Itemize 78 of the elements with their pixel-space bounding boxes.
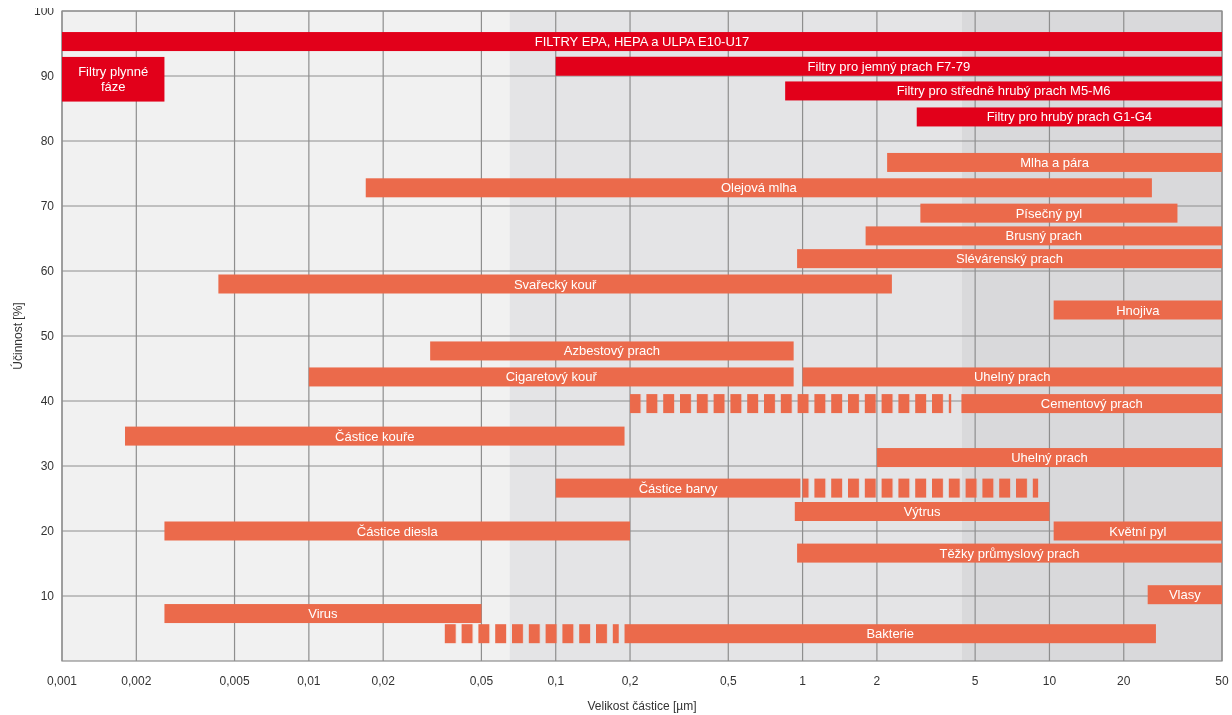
series-label: Mlha a pára	[1020, 154, 1090, 170]
y-tick-label: 80	[40, 134, 55, 148]
x-axis-title: Velikost částice [µm]	[587, 699, 697, 713]
bar	[125, 426, 625, 446]
bar	[865, 226, 1222, 246]
x-tick-label: 50	[1215, 674, 1229, 688]
series-label: Uhelný prach	[973, 369, 1051, 385]
bar	[430, 341, 794, 361]
series-label: Hnojiva	[1116, 302, 1161, 318]
bar	[961, 394, 1222, 414]
bar	[308, 367, 794, 387]
x-tick-label: 1	[799, 674, 807, 688]
x-tick-label: 0,02	[371, 674, 396, 688]
series-label: Výtrus	[903, 504, 942, 519]
x-tick-label: 10	[1042, 674, 1057, 688]
series-label: Bakterie	[866, 626, 915, 642]
y-tick-label: 90	[40, 69, 55, 83]
series-label: Azbestový prach	[563, 343, 660, 359]
bar	[802, 367, 1222, 387]
bar	[365, 178, 1152, 198]
y-axis-title: Účinnost [%]	[10, 302, 25, 370]
x-tick-label: 0,5	[719, 674, 737, 688]
series-label: Cementový prach	[1040, 396, 1143, 412]
x-tick-label: 0,05	[469, 674, 494, 688]
series-label: Brusný prach	[1005, 228, 1083, 244]
series-label: Filtry pro středně hrubý prach M5-M6	[896, 83, 1111, 99]
y-tick-label: 40	[40, 394, 55, 408]
bar	[876, 448, 1222, 468]
bar	[1053, 521, 1223, 541]
x-tick-label: 0,1	[547, 674, 565, 688]
bar	[555, 56, 1222, 76]
x-tick-label: 2	[873, 674, 881, 688]
series-label: Slévárenský prach	[956, 251, 1064, 267]
bar	[887, 152, 1222, 172]
x-tick-label: 5	[971, 674, 979, 688]
series-label: Vlasy	[1168, 587, 1202, 603]
y-tick-label: 30	[40, 459, 55, 473]
x-tick-label: 0,001	[46, 674, 78, 688]
y-tick-label: 20	[40, 524, 55, 538]
y-tick-label: 60	[40, 264, 55, 278]
bar	[62, 56, 165, 102]
bar	[218, 274, 892, 294]
series-label: Cigaretový kouř	[505, 369, 598, 385]
bar	[797, 543, 1222, 563]
series-label: Písečný pyl	[1015, 205, 1083, 221]
x-tick-label: 20	[1117, 674, 1131, 688]
bar	[62, 32, 1222, 52]
bar	[794, 502, 1050, 521]
y-tick-label: 50	[40, 329, 55, 343]
series-label: Filtry pro jemný prach F7-79	[807, 58, 971, 74]
bar	[443, 624, 619, 644]
bar	[1053, 300, 1223, 320]
bar	[164, 604, 482, 624]
series-label: Olejová mlha	[720, 180, 798, 196]
series-label: Uhelný prach	[1011, 450, 1088, 466]
x-tick-label: 0,005	[219, 674, 250, 688]
series-label: Částice barvy	[638, 480, 718, 496]
series-label: Částice kouře	[335, 428, 415, 444]
bar	[920, 203, 1178, 223]
bar	[797, 249, 1222, 269]
bar	[802, 478, 1039, 498]
series-label: Těžky průmyslový prach	[939, 545, 1080, 561]
bar	[164, 521, 631, 541]
y-tick-label: 70	[40, 199, 55, 213]
series-label: Filtry pro hrubý prach G1-G4	[986, 109, 1153, 125]
bar	[624, 624, 1156, 644]
series-label: Virus	[308, 606, 339, 622]
y-tick-label: 10	[40, 589, 55, 603]
x-tick-label: 0,01	[297, 674, 321, 688]
x-tick-label: 0,002	[121, 674, 152, 688]
x-tick-label: 0,2	[621, 674, 639, 688]
series-label: Filtry plynné fáze	[78, 64, 149, 95]
series-label: Svařecký kouř	[513, 276, 597, 292]
series-label: Částice diesla	[356, 523, 439, 539]
series-label: FILTRY EPA, HEPA a ULPA E10-U17	[534, 34, 750, 50]
series-label: Květní pyl	[1109, 523, 1167, 539]
bar	[630, 394, 952, 414]
bar	[555, 478, 801, 498]
